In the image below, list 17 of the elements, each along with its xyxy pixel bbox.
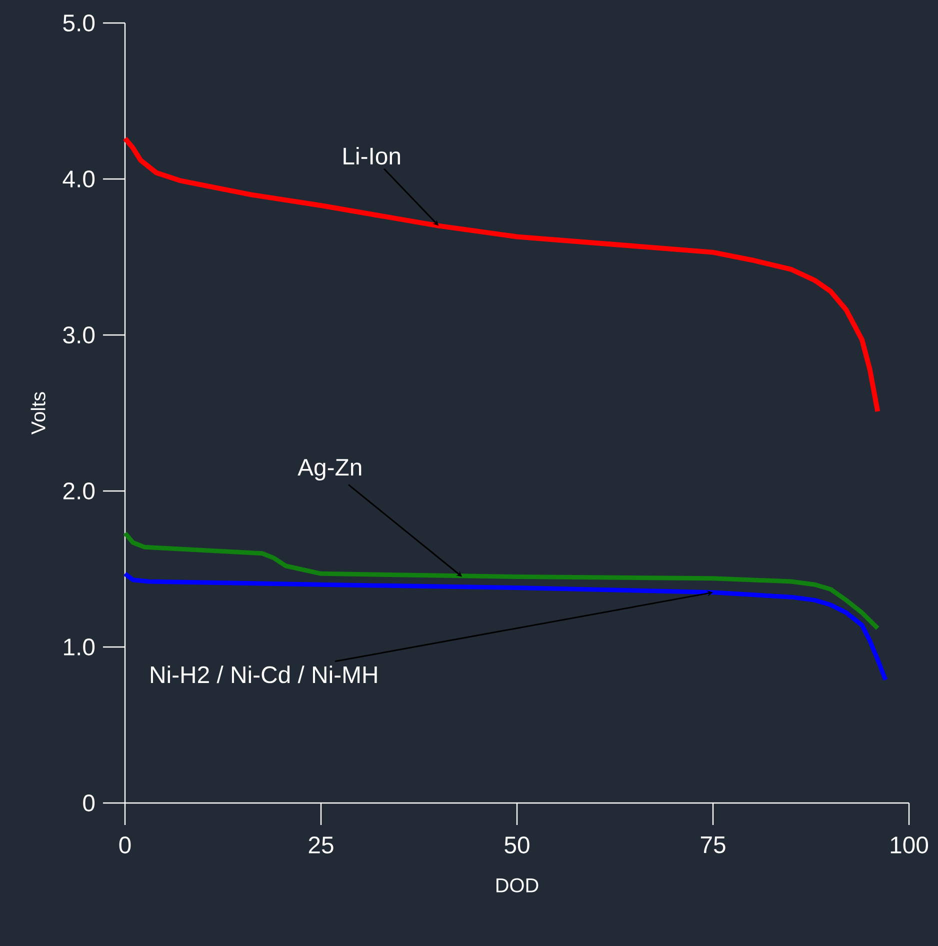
x-tick-label: 75 [700, 836, 726, 854]
y-tick-label: 2.0 [63, 482, 95, 500]
y-axis-title: Volts [30, 392, 46, 434]
y-tick-label: 4.0 [62, 170, 95, 188]
y-tick-label: 3.0 [63, 326, 95, 344]
annotation: Li-Ion [344, 147, 400, 165]
x-tick-label: 100 [890, 836, 928, 854]
x-axis-title: DOD [496, 878, 538, 892]
y-tick-label: 5.0 [63, 14, 95, 32]
x-tick-label: 25 [308, 836, 334, 854]
y-tick-label: 0 [83, 794, 95, 812]
x-tick-label: 0 [119, 836, 131, 854]
annotation: Ni-H2 / Ni-Cd / Ni-MH [150, 666, 377, 684]
annotation: Ag-Zn [298, 459, 362, 481]
x-tick-label: 50 [504, 836, 530, 854]
line-series [122, 571, 888, 682]
y-tick-label: 1.0 [64, 638, 95, 656]
